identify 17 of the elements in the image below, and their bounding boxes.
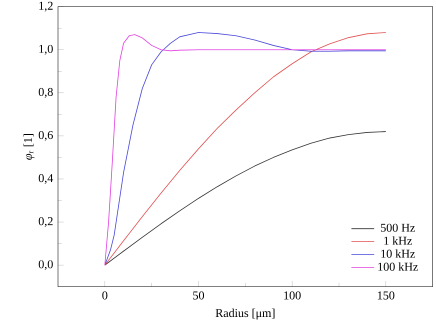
legend-label: 1 kHz <box>384 236 412 245</box>
x-tick-label: 0 <box>102 292 108 300</box>
y-tick-label: 0,6 <box>38 131 53 141</box>
y-axis-title: φ$_{r}$ [1] <box>24 134 34 160</box>
y-tick-label: 0,0 <box>38 260 53 270</box>
y-tick-label: 1,0 <box>39 44 53 55</box>
y-tick-label: 1,2 <box>39 2 53 12</box>
x-tick-label: 150 <box>378 292 394 300</box>
y-tick-label: 0,8 <box>38 88 53 98</box>
x-axis-title: Radius [μm] <box>216 308 274 320</box>
y-tick-label: 0,2 <box>38 217 53 228</box>
legend-label: 10 kHz <box>381 250 415 258</box>
y-tick-label: 0,4 <box>38 174 54 184</box>
legend-label: 500 Hz <box>380 224 415 232</box>
x-tick-label: 100 <box>284 292 301 300</box>
x-tick-label: 50 <box>193 292 204 300</box>
legend-label: 100 kHz <box>378 262 418 271</box>
